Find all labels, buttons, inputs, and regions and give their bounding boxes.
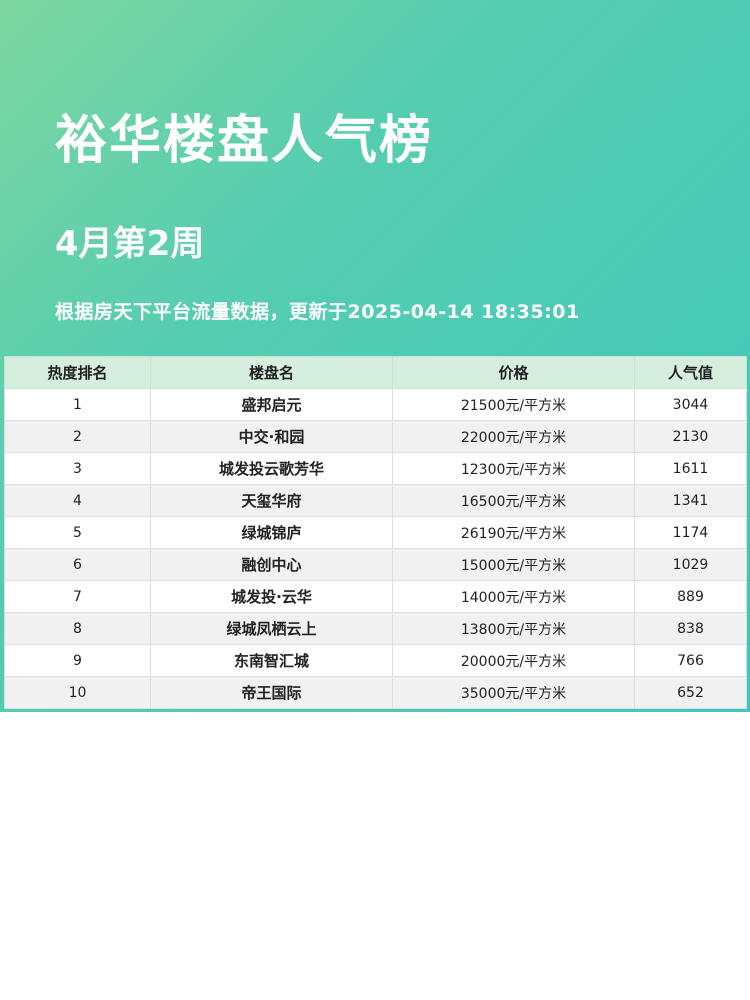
name-cell: 帝王国际 xyxy=(150,676,393,709)
name-cell: 盛邦启元 xyxy=(150,388,393,421)
header-rank: 热度排名 xyxy=(4,356,151,389)
table-row: 2 中交·和园 22000元/平方米 2130 xyxy=(4,420,747,453)
table-header-row: 热度排名 楼盘名 价格 人气值 xyxy=(4,356,747,389)
rank-cell: 6 xyxy=(4,548,151,581)
rank-cell: 4 xyxy=(4,484,151,517)
price-cell: 20000元/平方米 xyxy=(392,644,635,677)
rank-cell: 8 xyxy=(4,612,151,645)
price-cell: 35000元/平方米 xyxy=(392,676,635,709)
table-row: 3 城发投云歌芳华 12300元/平方米 1611 xyxy=(4,452,747,485)
rank-cell: 2 xyxy=(4,420,151,453)
popularity-cell: 652 xyxy=(634,676,747,709)
popularity-cell: 766 xyxy=(634,644,747,677)
table-row: 7 城发投·云华 14000元/平方米 889 xyxy=(4,580,747,613)
header-name: 楼盘名 xyxy=(150,356,393,389)
rank-cell: 7 xyxy=(4,580,151,613)
popularity-cell: 3044 xyxy=(634,388,747,421)
header-popularity: 人气值 xyxy=(634,356,747,389)
popularity-cell: 2130 xyxy=(634,420,747,453)
table-row: 1 盛邦启元 21500元/平方米 3044 xyxy=(4,388,747,421)
table-row: 9 东南智汇城 20000元/平方米 766 xyxy=(4,644,747,677)
rank-cell: 5 xyxy=(4,516,151,549)
popularity-cell: 1611 xyxy=(634,452,747,485)
name-cell: 融创中心 xyxy=(150,548,393,581)
name-cell: 绿城凤栖云上 xyxy=(150,612,393,645)
price-cell: 15000元/平方米 xyxy=(392,548,635,581)
ranking-table: 热度排名 楼盘名 价格 人气值 1 盛邦启元 21500元/平方米 3044 2 中交·和… xyxy=(4,356,747,709)
name-cell: 东南智汇城 xyxy=(150,644,393,677)
price-cell: 13800元/平方米 xyxy=(392,612,635,645)
header-price: 价格 xyxy=(392,356,635,389)
name-cell: 天玺华府 xyxy=(150,484,393,517)
table-row: 8 绿城凤栖云上 13800元/平方米 838 xyxy=(4,612,747,645)
name-cell: 中交·和园 xyxy=(150,420,393,453)
week-subtitle: 4月第2周 xyxy=(55,224,205,264)
rank-cell: 9 xyxy=(4,644,151,677)
popularity-cell: 838 xyxy=(634,612,747,645)
page-title: 裕华楼盘人气榜 xyxy=(55,111,434,171)
price-cell: 12300元/平方米 xyxy=(392,452,635,485)
price-cell: 16500元/平方米 xyxy=(392,484,635,517)
rank-cell: 3 xyxy=(4,452,151,485)
popularity-cell: 1029 xyxy=(634,548,747,581)
table-row: 6 融创中心 15000元/平方米 1029 xyxy=(4,548,747,581)
rank-cell: 1 xyxy=(4,388,151,421)
name-cell: 城发投云歌芳华 xyxy=(150,452,393,485)
price-cell: 14000元/平方米 xyxy=(392,580,635,613)
name-cell: 城发投·云华 xyxy=(150,580,393,613)
popularity-cell: 1341 xyxy=(634,484,747,517)
price-cell: 26190元/平方米 xyxy=(392,516,635,549)
price-cell: 22000元/平方米 xyxy=(392,420,635,453)
update-info: 根据房天下平台流量数据，更新于2025-04-14 18:35:01 xyxy=(55,301,580,323)
table-row: 4 天玺华府 16500元/平方米 1341 xyxy=(4,484,747,517)
price-cell: 21500元/平方米 xyxy=(392,388,635,421)
table-row: 10 帝王国际 35000元/平方米 652 xyxy=(4,676,747,709)
popularity-cell: 1174 xyxy=(634,516,747,549)
popularity-cell: 889 xyxy=(634,580,747,613)
name-cell: 绿城锦庐 xyxy=(150,516,393,549)
rank-cell: 10 xyxy=(4,676,151,709)
header-banner: 裕华楼盘人气榜 4月第2周 根据房天下平台流量数据，更新于2025-04-14 … xyxy=(0,0,750,712)
table-row: 5 绿城锦庐 26190元/平方米 1174 xyxy=(4,516,747,549)
